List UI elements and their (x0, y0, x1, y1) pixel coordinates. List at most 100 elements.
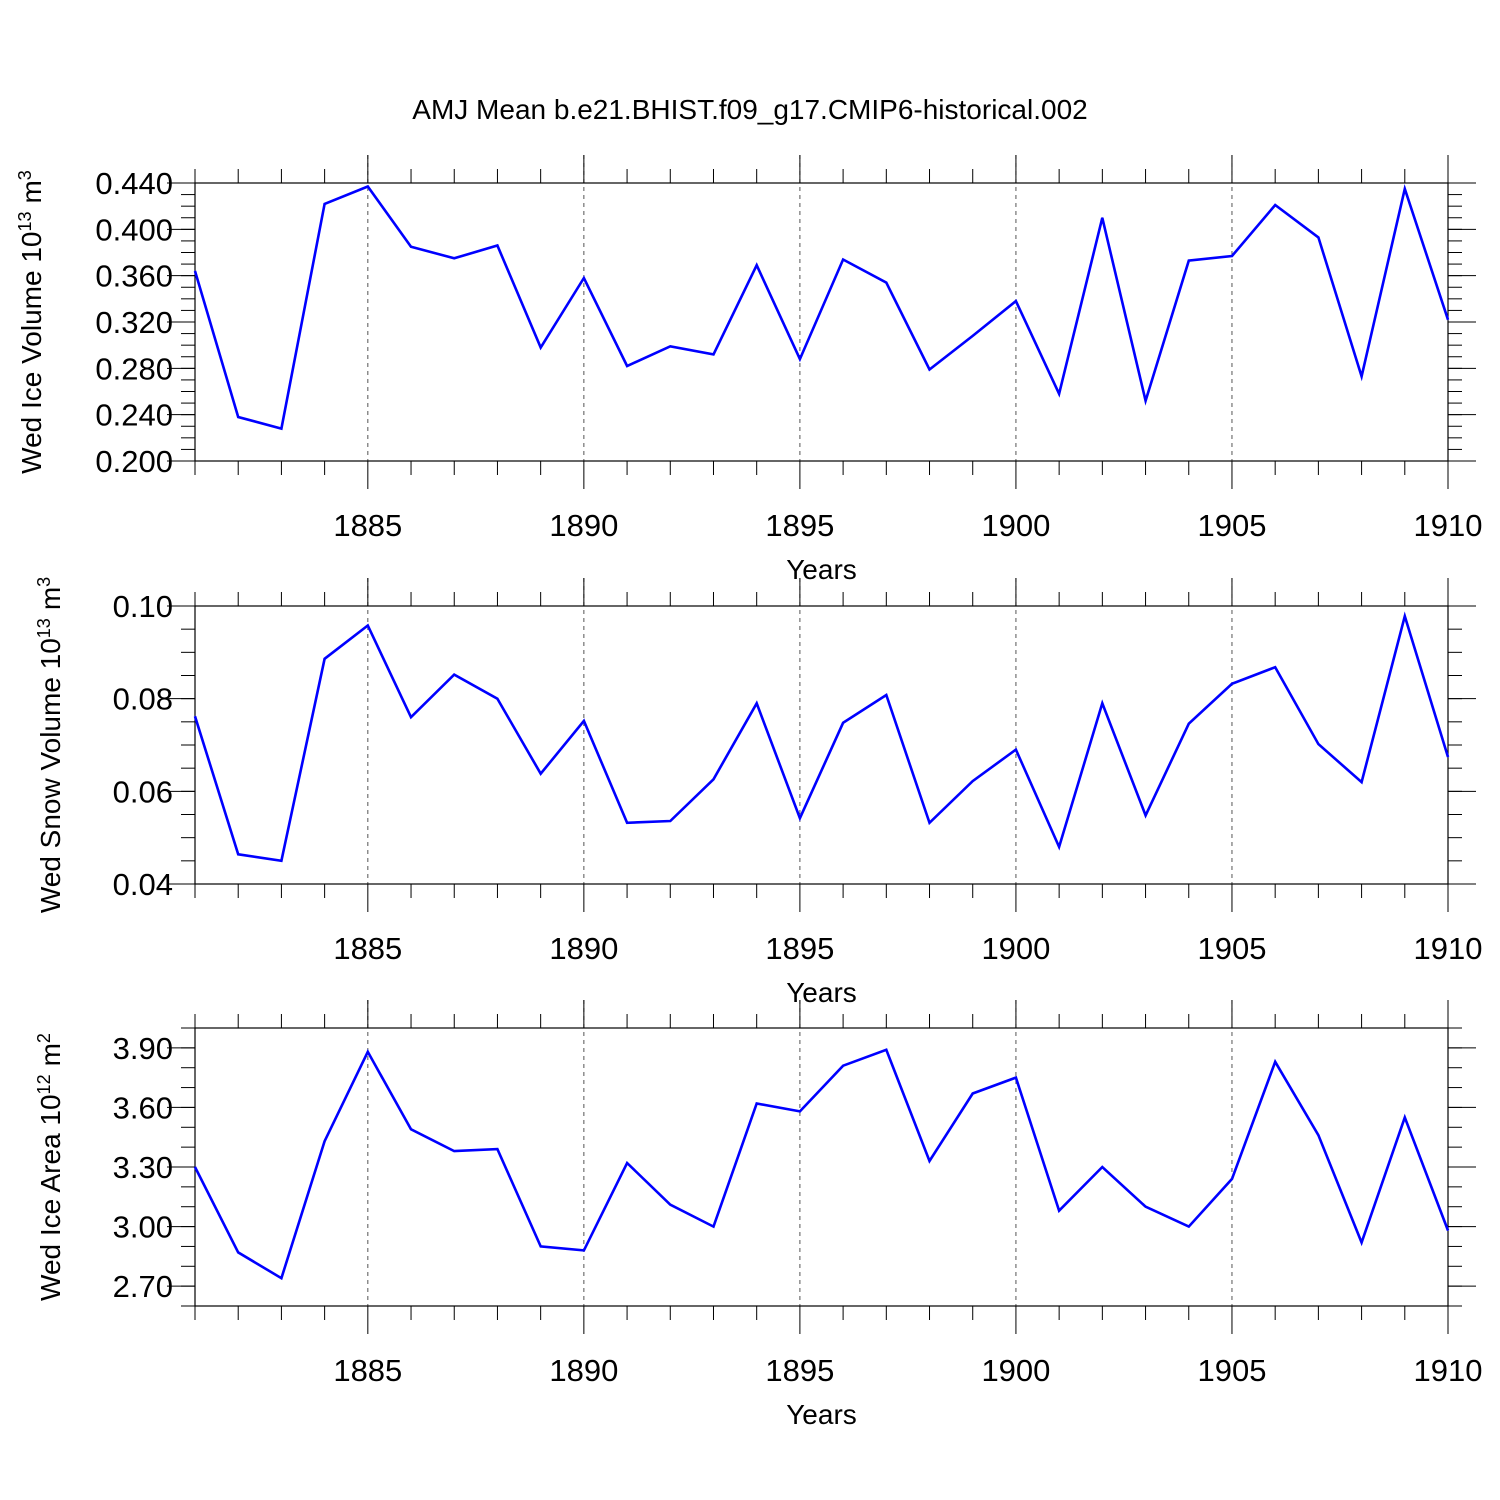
x-tick-label: 1890 (549, 1353, 618, 1388)
y-axis-label-ylabel-main: Wed Ice Area 10 (35, 1094, 66, 1301)
data-point (1447, 756, 1449, 758)
data-point (324, 658, 326, 660)
data-point (1274, 204, 1276, 206)
series-line-2 (193, 611, 1450, 863)
data-point (280, 860, 282, 862)
data-point (1058, 1210, 1060, 1212)
data-point (1188, 723, 1190, 725)
data-point (1058, 846, 1060, 848)
data-point (496, 698, 498, 700)
y-tick-label: 0.10 (113, 589, 173, 624)
data-point (756, 702, 758, 704)
data-point (669, 345, 671, 347)
data-point (367, 625, 369, 626)
data-point (1317, 236, 1319, 238)
data-point (1101, 217, 1103, 219)
data-point (713, 353, 714, 355)
x-tick-label: 1895 (765, 1353, 834, 1388)
data-point (1015, 749, 1017, 751)
data-point (1145, 814, 1147, 816)
data-point (1361, 781, 1363, 783)
x-tick-label: 1900 (981, 1353, 1050, 1388)
x-tick-label: 1910 (1414, 931, 1483, 966)
data-point (194, 270, 196, 272)
data-point (237, 1251, 239, 1253)
data-point (540, 347, 542, 348)
x-tick-label: 1885 (333, 931, 402, 966)
data-point (1015, 300, 1017, 302)
data-point (540, 773, 542, 775)
data-point (194, 715, 196, 717)
data-point (626, 1162, 628, 1164)
data-point (324, 1140, 326, 1142)
data-point (669, 820, 671, 822)
chart-panel-2: 1885 1890 1895 1900 1905 1910 0.04 0.06 0.08 0.10… (34, 577, 1482, 1008)
y-axis-label: Wed Ice Volume 1013 m3 (15, 170, 47, 474)
data-point (1058, 393, 1060, 395)
data-point (1188, 260, 1190, 262)
x-tick-label: 1900 (981, 508, 1050, 543)
data-point (540, 1245, 542, 1247)
data-point (842, 722, 844, 724)
series-line-1 (193, 183, 1450, 431)
data-point (1145, 400, 1147, 402)
data-point (972, 1093, 974, 1094)
data-point (410, 716, 412, 718)
data-point (1447, 1230, 1449, 1231)
data-point (1404, 1116, 1406, 1118)
y-axis-label-ylabel-main: Wed Ice Volume 10 (16, 232, 47, 474)
data-point (842, 1065, 844, 1067)
y-axis-label-ylabel-unit-exp: 2 (34, 1033, 54, 1043)
data-point (929, 1160, 930, 1162)
y-tick-label: 0.200 (95, 444, 173, 479)
data-point (885, 694, 887, 696)
data-point (583, 720, 585, 722)
plot-frame (194, 1027, 1449, 1307)
y-tick-label: 0.04 (113, 867, 173, 902)
y-tick-label: 3.60 (113, 1090, 173, 1125)
data-point (1274, 666, 1276, 668)
y-axis-label-ylabel-exp: 13 (15, 212, 35, 232)
x-axis-label: Years (786, 977, 857, 1008)
y-axis-label-ylabel-unit-exp: 3 (15, 170, 35, 180)
x-tick-label: 1895 (765, 508, 834, 543)
data-point (453, 674, 455, 676)
x-tick-label: 1910 (1414, 1353, 1483, 1388)
y-tick-label: 0.08 (113, 682, 173, 717)
chart-panel-1: 1885 1890 1895 1900 1905 1910 0.200 0.240 0.280 0… (15, 155, 1482, 585)
data-point (1231, 255, 1233, 257)
data-point (669, 1204, 671, 1206)
y-tick-label: 0.440 (95, 166, 173, 201)
data-point (929, 822, 930, 824)
data-point (194, 1166, 196, 1168)
data-point (626, 822, 628, 824)
y-axis-label-ylabel-exp: 13 (34, 618, 54, 638)
data-point (1404, 188, 1406, 190)
data-point (1231, 1178, 1233, 1180)
figure-title: AMJ Mean b.e21.BHIST.f09_g17.CMIP6-histo… (412, 94, 1087, 125)
data-point (1101, 702, 1103, 704)
y-tick-label: 0.06 (113, 774, 173, 809)
x-tick-label: 1905 (1197, 931, 1266, 966)
data-point (626, 365, 628, 367)
y-axis-label-ylabel-main: Wed Snow Volume 10 (35, 638, 66, 913)
y-axis-label-ylabel-unit: m (16, 180, 47, 203)
data-point (842, 259, 844, 260)
data-point (1145, 1206, 1147, 1208)
data-point (237, 853, 239, 855)
data-point (1447, 319, 1449, 321)
x-tick-label: 1885 (333, 1353, 402, 1388)
x-tick-label: 1895 (765, 931, 834, 966)
data-point (972, 780, 974, 782)
data-point (1361, 1242, 1363, 1243)
x-tick-label: 1910 (1414, 508, 1483, 543)
data-point (280, 1277, 282, 1279)
series-line-3 (193, 1048, 1450, 1281)
data-point (713, 1226, 714, 1228)
data-point (280, 428, 282, 430)
data-point (1317, 1134, 1319, 1136)
data-point (410, 246, 412, 248)
data-point (799, 817, 801, 819)
data-point (496, 1148, 498, 1150)
data-point (410, 1128, 412, 1130)
